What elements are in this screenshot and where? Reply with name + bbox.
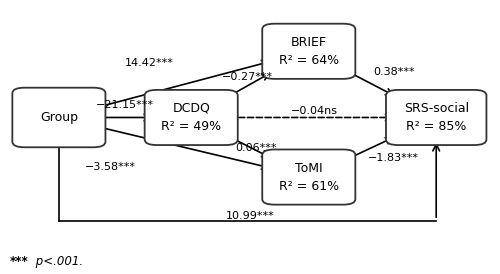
Text: −1.83***: −1.83*** xyxy=(368,153,419,163)
Text: −0.27***: −0.27*** xyxy=(222,72,273,82)
Text: SRS-social
R² = 85%: SRS-social R² = 85% xyxy=(404,102,469,133)
FancyBboxPatch shape xyxy=(144,90,238,145)
Text: 0.06***: 0.06*** xyxy=(235,143,277,153)
Text: 0.38***: 0.38*** xyxy=(373,67,414,77)
Text: DCDQ
R² = 49%: DCDQ R² = 49% xyxy=(161,102,222,133)
FancyBboxPatch shape xyxy=(262,150,356,205)
Text: ToMI
R² = 61%: ToMI R² = 61% xyxy=(278,162,339,193)
FancyBboxPatch shape xyxy=(386,90,486,145)
Text: p<.001.: p<.001. xyxy=(32,255,83,268)
Text: BRIEF
R² = 64%: BRIEF R² = 64% xyxy=(278,36,339,67)
Text: −21.15***: −21.15*** xyxy=(96,100,154,110)
FancyBboxPatch shape xyxy=(12,88,106,147)
Text: 14.42***: 14.42*** xyxy=(125,58,174,68)
FancyBboxPatch shape xyxy=(262,24,356,79)
Text: −3.58***: −3.58*** xyxy=(85,162,136,172)
Text: Group: Group xyxy=(40,111,78,124)
Text: 10.99***: 10.99*** xyxy=(226,211,274,221)
Text: −0.04ns: −0.04ns xyxy=(291,106,338,116)
Text: ***: *** xyxy=(10,255,29,268)
